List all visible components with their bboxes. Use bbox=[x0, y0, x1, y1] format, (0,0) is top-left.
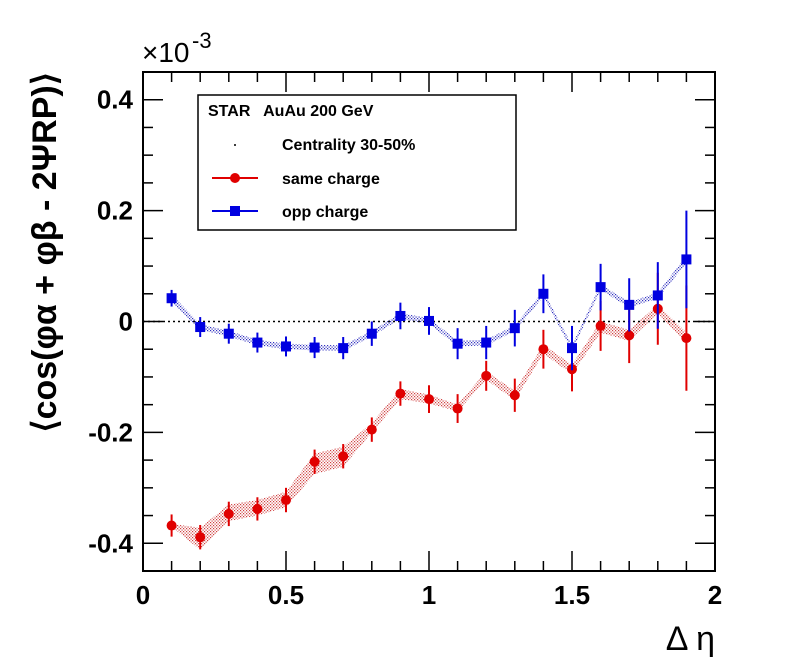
data-point-opp bbox=[223, 328, 234, 339]
data-point-same bbox=[681, 333, 692, 344]
legend-entry-same: same charge bbox=[282, 171, 380, 188]
data-point-opp bbox=[481, 337, 492, 348]
data-point-same bbox=[338, 451, 349, 462]
y-tick-label: 0.2 bbox=[97, 196, 133, 226]
data-point-same bbox=[595, 320, 606, 331]
legend: STAR AuAu 200 GeV Centrality 30-50% same c… bbox=[197, 94, 517, 231]
data-point-opp bbox=[366, 328, 377, 339]
data-point-same bbox=[252, 503, 263, 514]
y-tick-label: 0.4 bbox=[97, 85, 134, 115]
legend-box bbox=[197, 94, 517, 231]
data-point-opp bbox=[424, 315, 434, 326]
exponent-label: ×10 bbox=[142, 37, 190, 68]
data-point-same bbox=[309, 456, 320, 467]
legend-marker-opp bbox=[230, 206, 240, 216]
data-point-opp bbox=[595, 282, 606, 293]
data-point-opp bbox=[538, 288, 549, 299]
x-axis-title: Δ η bbox=[666, 620, 715, 658]
systematic-band-same bbox=[171, 304, 687, 550]
data-point-same bbox=[366, 424, 377, 435]
data-point-same bbox=[509, 390, 520, 401]
data-point-opp bbox=[166, 293, 177, 304]
legend-marker-same bbox=[230, 173, 240, 183]
data-point-opp bbox=[452, 338, 463, 349]
data-point-same bbox=[538, 344, 549, 355]
legend-entry-centrality: Centrality 30-50% bbox=[282, 137, 415, 154]
data-point-same bbox=[395, 388, 406, 399]
data-point-same bbox=[624, 330, 635, 341]
data-point-same bbox=[223, 508, 234, 519]
bands-layer bbox=[171, 255, 687, 550]
data-point-same bbox=[195, 532, 206, 543]
y-tick-label: -0.4 bbox=[88, 528, 133, 558]
y-axis-title: ⟨cos(φα + φβ - 2ΨRP)⟩ bbox=[26, 72, 64, 433]
legend-entry-opp: opp charge bbox=[282, 204, 368, 221]
x-tick-label: 2 bbox=[708, 580, 722, 610]
data-point-same bbox=[166, 520, 177, 531]
frame-layer bbox=[142, 71, 716, 572]
data-point-opp bbox=[395, 310, 406, 321]
data-point-same bbox=[424, 394, 434, 405]
data-point-opp bbox=[252, 337, 263, 348]
data-point-opp bbox=[567, 343, 577, 354]
data-point-same bbox=[452, 403, 463, 414]
data-point-same bbox=[281, 495, 291, 506]
y-tick-label: 0 bbox=[119, 307, 133, 337]
data-point-opp bbox=[624, 299, 635, 310]
systematic-band-opp bbox=[171, 255, 687, 351]
exponent-power: -3 bbox=[192, 28, 212, 53]
data-point-opp bbox=[195, 322, 206, 333]
data-point-opp bbox=[509, 323, 520, 334]
x-tick-label: 0 bbox=[136, 580, 150, 610]
y-tick-label: -0.2 bbox=[88, 417, 133, 447]
x-tick-label: 1.5 bbox=[554, 580, 590, 610]
legend-title: STAR AuAu 200 GeV bbox=[208, 103, 374, 120]
data-point-opp bbox=[338, 343, 349, 354]
data-point-same bbox=[481, 370, 492, 381]
legend-marker-centrality bbox=[234, 144, 236, 146]
data-point-opp bbox=[681, 254, 692, 265]
points-layer bbox=[166, 210, 692, 550]
data-point-opp bbox=[309, 342, 320, 353]
data-point-opp bbox=[281, 341, 291, 352]
data-point-opp bbox=[652, 290, 663, 301]
x-tick-label: 0.5 bbox=[268, 580, 304, 610]
labels-layer: 0 0.5 1 1.5 2 -0.4 -0.2 0 0.2 0.4 ×10 -3 Δ η ⟨cos(φα … bbox=[26, 28, 722, 658]
x-tick-label: 1 bbox=[422, 580, 436, 610]
